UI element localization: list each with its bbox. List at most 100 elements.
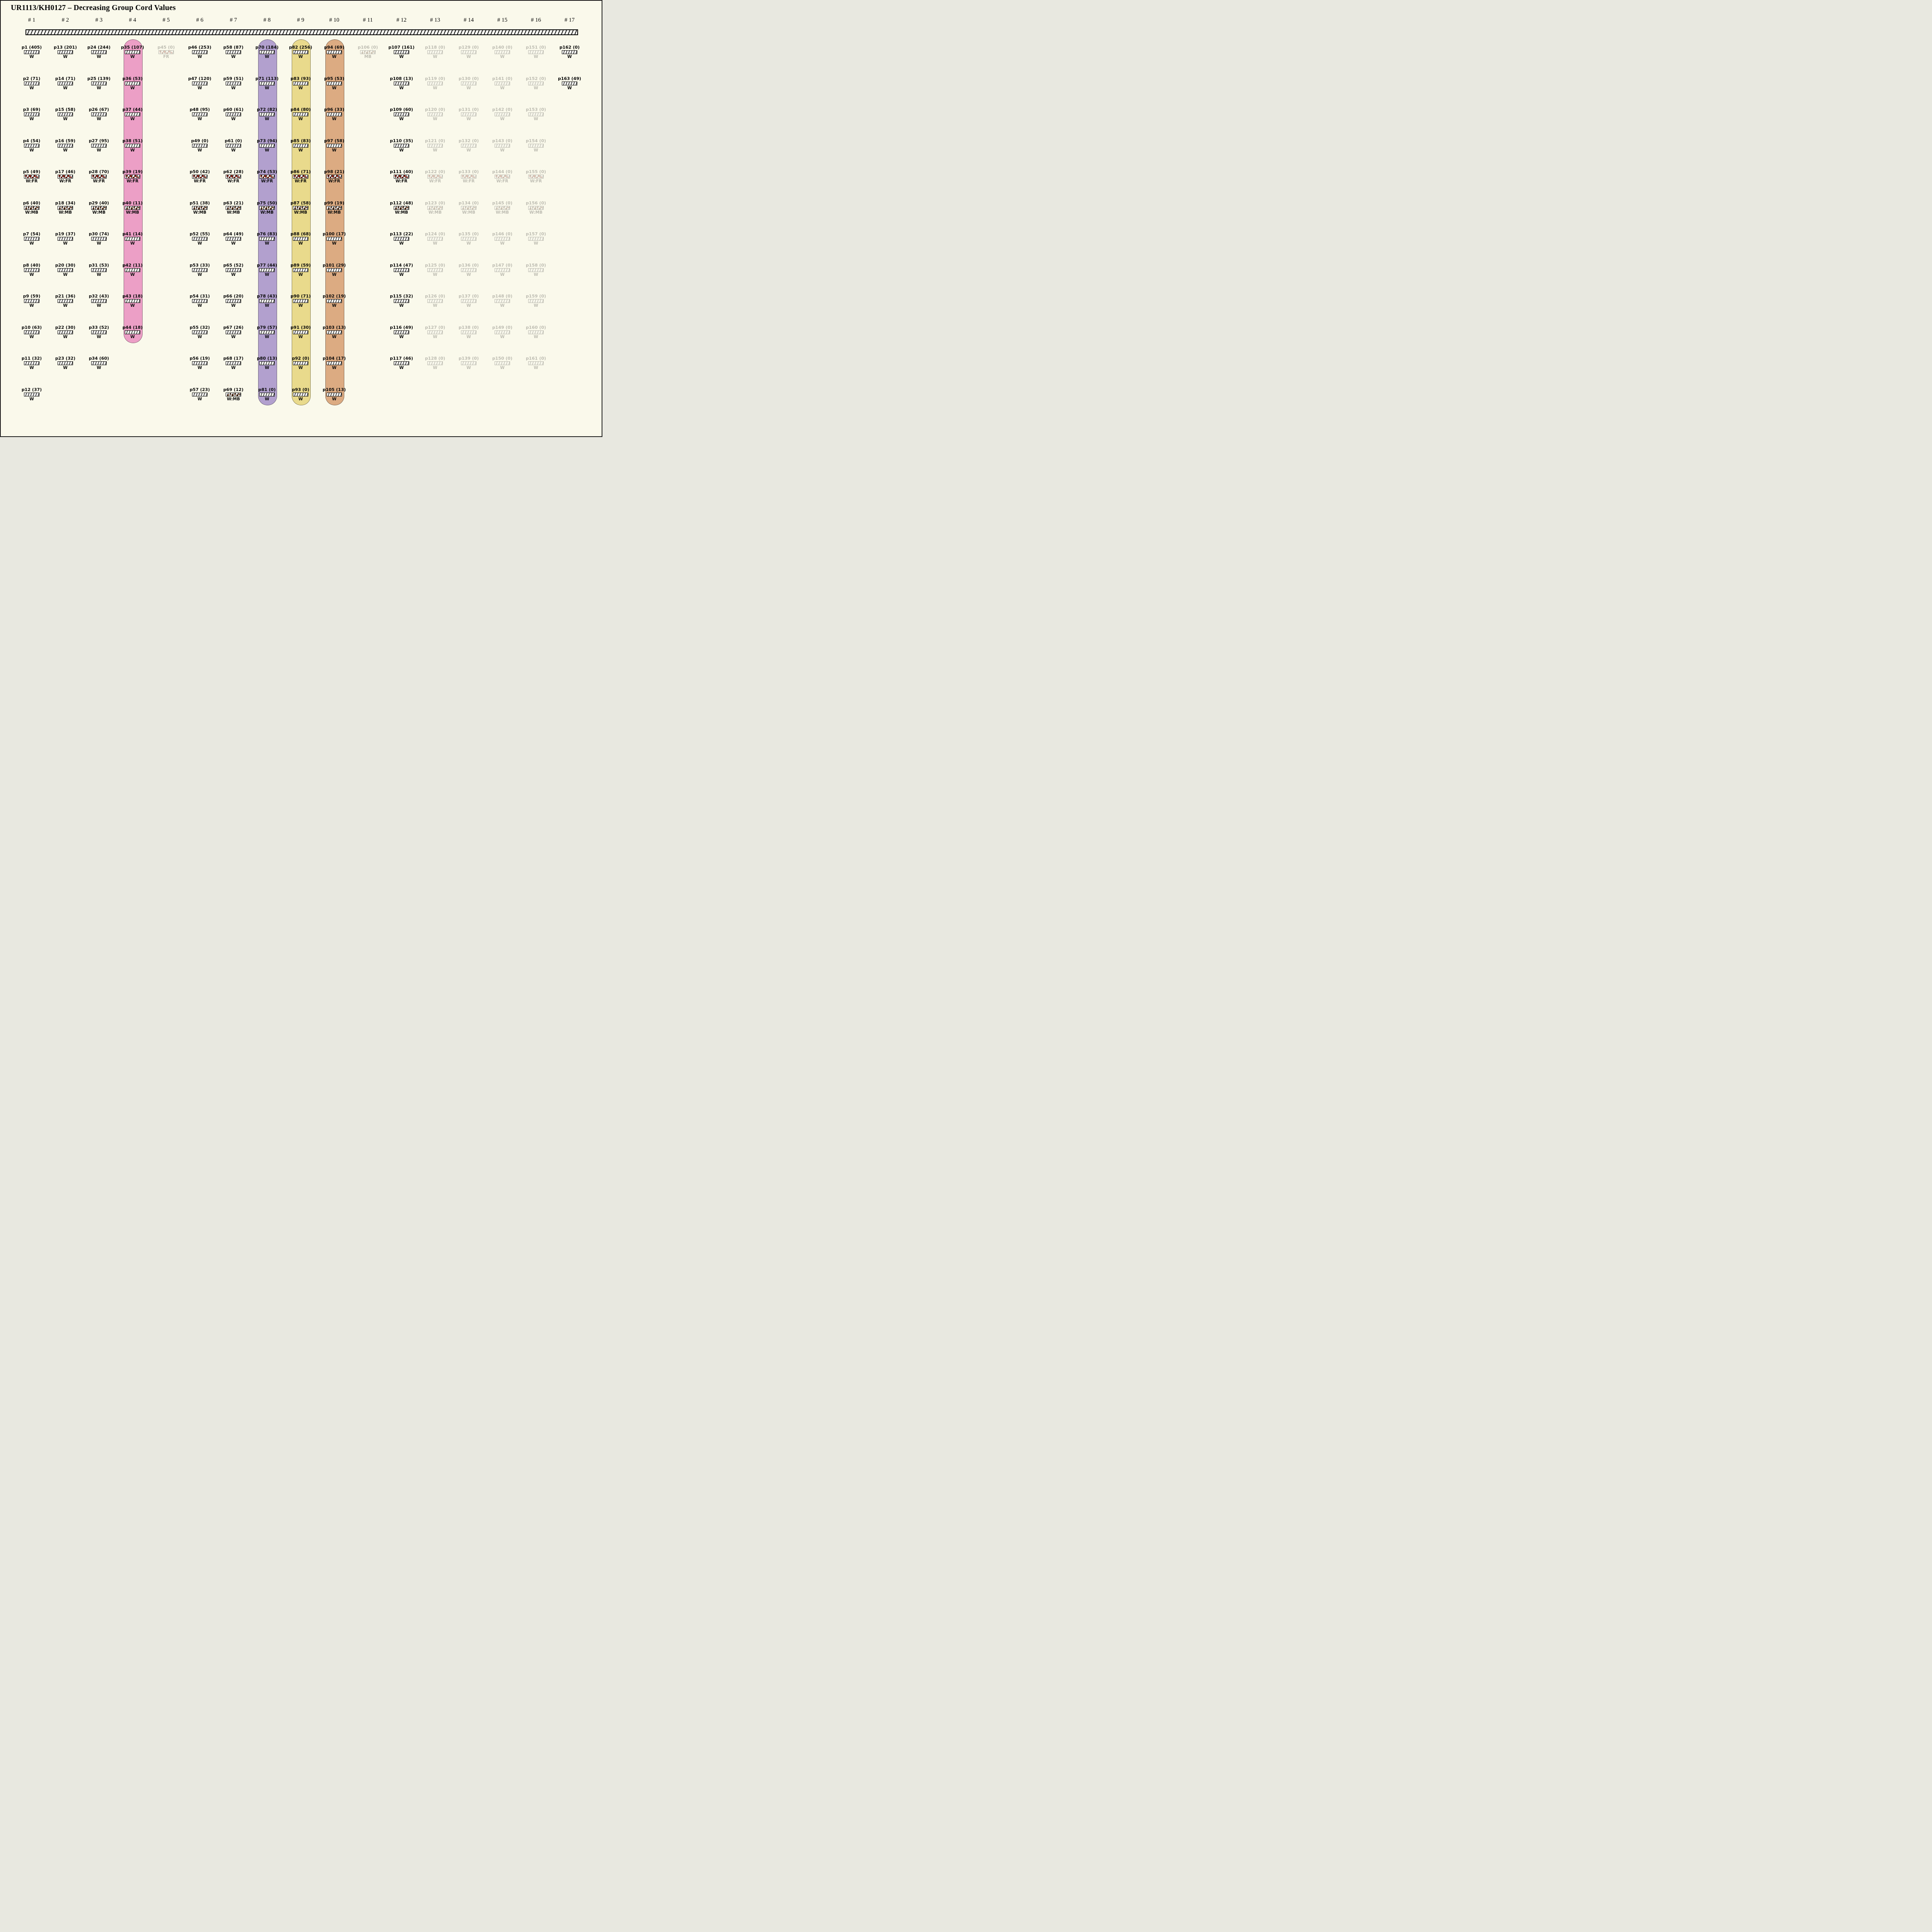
item-label: p62 (28) — [223, 169, 244, 174]
item-tag: W — [466, 148, 471, 153]
item-label: p106 (0) — [357, 45, 378, 50]
hatch-bar-icon — [293, 361, 308, 365]
hatch-bar-icon — [427, 237, 443, 241]
cord-item-p163: p163 (49) W — [553, 76, 587, 90]
hatch-bar-icon — [58, 361, 73, 365]
item-label: p66 (20) — [223, 294, 244, 299]
item-tag: W:MB — [227, 396, 240, 401]
item-label: p15 (58) — [55, 107, 76, 112]
cord-item-p100: p100 (17) W — [317, 232, 351, 246]
hatch-bar-icon — [495, 330, 510, 334]
cord-item-p128: p128 (0) W — [418, 356, 452, 371]
hatch-bar-icon — [58, 268, 73, 272]
item-label: p120 (0) — [425, 107, 446, 112]
hatch-bar-icon — [226, 112, 241, 116]
item-tag: W — [97, 272, 101, 277]
hatch-bar-icon — [259, 392, 275, 396]
item-tag: W — [29, 272, 34, 277]
column-highlight-capsule — [258, 39, 277, 405]
cord-item-p38: p38 (51) W — [116, 138, 150, 153]
cord-item-p6: p6 (40) W:MB — [15, 201, 49, 215]
item-tag: W — [534, 366, 538, 370]
item-label: p137 (0) — [458, 294, 479, 299]
cord-item-p134: p134 (0) W:MB — [452, 201, 486, 215]
item-tag: W — [534, 148, 538, 153]
item-label: p24 (244) — [87, 45, 111, 50]
cord-item-p25: p25 (139) W — [82, 76, 116, 90]
item-label: p70 (184) — [255, 45, 279, 50]
hatch-bar-icon — [394, 268, 409, 272]
item-tag: W — [500, 303, 505, 308]
item-tag: W — [433, 54, 437, 59]
hatch-bar-icon — [24, 299, 39, 303]
hatch-bar-icon — [461, 112, 476, 116]
cord-item-p58: p58 (87) W — [216, 45, 250, 60]
hatch-bar-icon — [327, 299, 342, 303]
item-label: p130 (0) — [458, 76, 479, 81]
item-label: p13 (201) — [53, 45, 77, 50]
hatch-bar-icon — [427, 361, 443, 365]
item-tag: W — [399, 334, 404, 339]
item-tag: W — [197, 117, 202, 121]
cord-item-p139: p139 (0) W — [452, 356, 486, 371]
item-label: p55 (32) — [189, 325, 210, 330]
cord-item-p59: p59 (51) W — [216, 76, 250, 90]
item-tag: W — [29, 303, 34, 308]
cord-item-p119: p119 (0) W — [418, 76, 452, 90]
item-label: p48 (95) — [189, 107, 210, 112]
item-tag: W — [298, 85, 303, 90]
hatch-bar-icon — [192, 143, 207, 148]
item-label: p97 (58) — [324, 138, 345, 143]
cord-item-p107: p107 (161) W — [384, 45, 418, 60]
item-tag: W — [130, 54, 135, 59]
fr-spotted-hatch-bar-icon — [259, 175, 275, 179]
cord-item-p160: p160 (0) W — [519, 325, 553, 339]
fr-spotted-hatch-bar-icon — [427, 175, 443, 179]
item-label: p37 (44) — [122, 107, 143, 112]
cord-item-p106: p106 (0) MB — [351, 45, 385, 60]
item-label: p34 (60) — [88, 356, 109, 361]
hatch-bar-icon — [24, 81, 39, 85]
cord-item-p114: p114 (47) W — [384, 263, 418, 277]
item-tag: W:MB — [92, 210, 105, 215]
cord-item-p136: p136 (0) W — [452, 263, 486, 277]
item-label: p115 (32) — [389, 294, 413, 299]
item-tag: W — [466, 366, 471, 370]
item-label: p46 (253) — [188, 45, 212, 50]
item-tag: W — [399, 148, 404, 153]
item-tag: W:FR — [194, 179, 206, 184]
item-label: p157 (0) — [526, 231, 546, 236]
cord-item-p64: p64 (49) W — [216, 232, 250, 246]
item-label: p56 (19) — [189, 356, 210, 361]
item-tag: W — [466, 272, 471, 277]
item-tag: W — [197, 54, 202, 59]
hatch-bar-icon — [58, 81, 73, 85]
item-label: p9 (59) — [23, 294, 41, 299]
cord-item-p150: p150 (0) W — [485, 356, 519, 371]
item-tag: W — [433, 272, 437, 277]
fr-spotted-hatch-bar-icon — [495, 175, 510, 179]
item-label: p88 (68) — [290, 231, 311, 236]
fr-spotted-hatch-bar-icon — [58, 175, 73, 179]
item-label: p21 (36) — [55, 294, 76, 299]
item-label: p123 (0) — [425, 200, 446, 206]
item-tag: W — [332, 241, 337, 246]
item-tag: W — [130, 272, 135, 277]
item-tag: W — [265, 241, 269, 246]
cord-item-p113: p113 (22) W — [384, 232, 418, 246]
column-highlight-capsule — [325, 39, 344, 405]
column-header: # 10 — [329, 17, 340, 23]
cord-item-p23: p23 (32) W — [48, 356, 82, 371]
hatch-bar-icon — [91, 112, 107, 116]
hatch-bar-icon — [427, 330, 443, 334]
item-label: p91 (30) — [290, 325, 311, 330]
hatch-bar-icon — [24, 361, 39, 365]
cord-item-p141: p141 (0) W — [485, 76, 519, 90]
hatch-bar-icon — [259, 237, 275, 241]
hatch-bar-icon — [461, 50, 476, 54]
item-label: p154 (0) — [526, 138, 546, 143]
item-tag: W — [29, 241, 34, 246]
hatch-bar-icon — [192, 268, 207, 272]
item-label: p149 (0) — [492, 325, 513, 330]
hatch-bar-icon — [24, 392, 39, 396]
